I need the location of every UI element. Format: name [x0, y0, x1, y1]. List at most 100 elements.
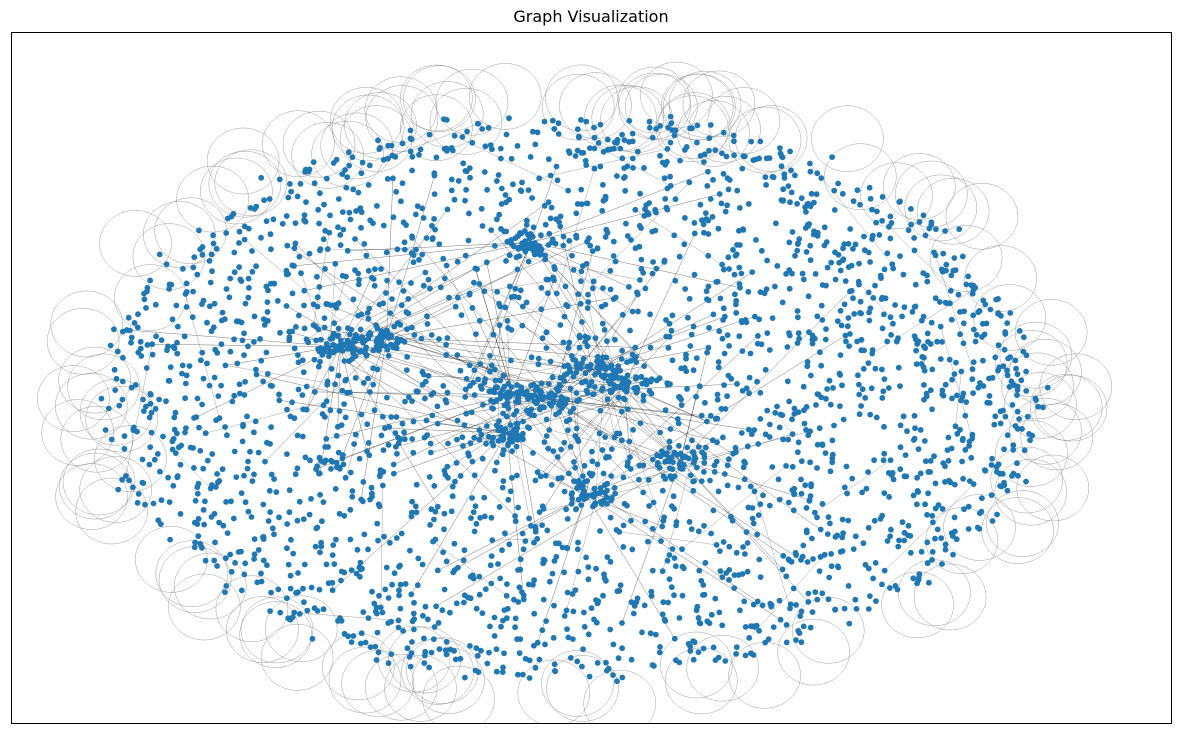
node — [965, 503, 972, 510]
node — [500, 617, 506, 624]
node — [474, 652, 481, 659]
node — [897, 466, 904, 473]
node — [743, 385, 750, 392]
node — [558, 475, 565, 481]
node — [204, 457, 211, 464]
node — [789, 416, 795, 423]
node — [320, 606, 327, 613]
node — [514, 266, 521, 273]
node — [355, 189, 362, 196]
node — [618, 408, 625, 415]
node — [895, 364, 902, 371]
node — [794, 340, 801, 346]
node — [910, 575, 917, 582]
node — [800, 383, 807, 390]
node — [724, 332, 731, 338]
node — [588, 378, 595, 385]
node — [859, 489, 865, 496]
node — [966, 443, 972, 449]
node — [890, 320, 896, 327]
node — [330, 542, 337, 548]
node — [666, 552, 673, 558]
node — [516, 253, 523, 260]
node — [795, 409, 802, 416]
node — [842, 332, 849, 339]
node — [291, 245, 298, 252]
node — [477, 361, 484, 367]
node — [979, 495, 985, 502]
node — [743, 319, 750, 326]
node — [746, 374, 753, 381]
node — [790, 507, 797, 514]
node — [260, 316, 267, 323]
node — [514, 389, 521, 396]
node — [541, 118, 548, 125]
edge — [386, 337, 636, 348]
node — [329, 458, 336, 465]
node — [535, 361, 542, 368]
edge — [519, 256, 640, 281]
node — [584, 238, 590, 245]
node — [448, 187, 455, 194]
edge — [955, 371, 962, 427]
node — [520, 546, 527, 553]
node — [789, 229, 796, 235]
node — [977, 380, 983, 386]
self-loop — [660, 631, 733, 699]
self-loop — [265, 595, 338, 662]
node — [385, 352, 392, 359]
node — [363, 252, 370, 259]
node — [812, 589, 819, 595]
node — [368, 274, 375, 281]
node — [676, 442, 682, 449]
node — [576, 396, 583, 403]
node — [607, 626, 614, 633]
node — [461, 547, 468, 554]
node — [555, 131, 562, 137]
node — [610, 672, 616, 678]
node — [614, 136, 621, 143]
node — [261, 197, 267, 204]
node — [523, 217, 530, 224]
node — [857, 298, 864, 305]
node — [267, 231, 274, 238]
node — [710, 176, 716, 183]
node — [528, 382, 534, 389]
node — [543, 329, 550, 336]
node — [640, 462, 647, 469]
edge — [378, 350, 495, 370]
node — [389, 296, 395, 302]
node — [285, 194, 292, 201]
edge — [595, 377, 605, 504]
node — [114, 348, 121, 355]
node — [603, 659, 609, 666]
self-loop — [990, 446, 1063, 514]
node — [380, 222, 387, 229]
node — [1004, 320, 1011, 326]
node — [571, 459, 577, 465]
node — [921, 396, 927, 403]
node — [263, 283, 270, 290]
node — [764, 330, 771, 336]
node — [1040, 404, 1046, 411]
edge — [386, 178, 394, 338]
node — [643, 202, 650, 209]
edge — [295, 243, 387, 338]
node — [814, 313, 821, 320]
node — [367, 331, 374, 338]
node — [569, 252, 575, 259]
node — [545, 276, 552, 283]
node — [818, 394, 825, 401]
node — [356, 276, 362, 283]
node — [954, 392, 960, 399]
node — [679, 466, 686, 472]
node — [1021, 447, 1028, 454]
edge — [337, 346, 341, 427]
node — [407, 663, 414, 670]
node — [871, 457, 877, 464]
node — [143, 403, 149, 410]
node — [360, 339, 366, 346]
node — [895, 543, 902, 550]
node — [721, 382, 727, 388]
node — [737, 242, 743, 248]
